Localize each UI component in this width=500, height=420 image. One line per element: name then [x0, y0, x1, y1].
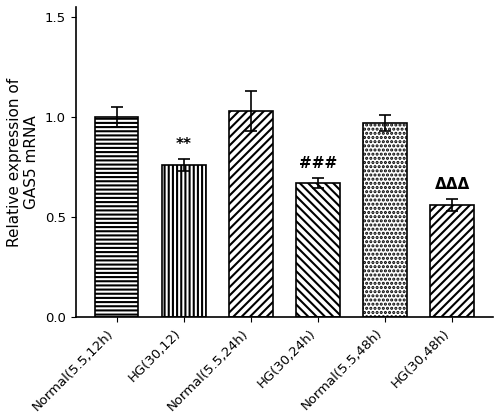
Bar — [94, 117, 138, 317]
Y-axis label: Relative expression of
GAS5 mRNA: Relative expression of GAS5 mRNA — [7, 77, 40, 247]
Bar — [430, 205, 474, 317]
Bar — [364, 123, 407, 317]
Text: **: ** — [176, 137, 192, 152]
Bar — [296, 183, 340, 317]
Bar — [229, 111, 272, 317]
Text: ΔΔΔ: ΔΔΔ — [434, 177, 470, 192]
Text: ###: ### — [299, 156, 337, 171]
Bar — [162, 165, 206, 317]
